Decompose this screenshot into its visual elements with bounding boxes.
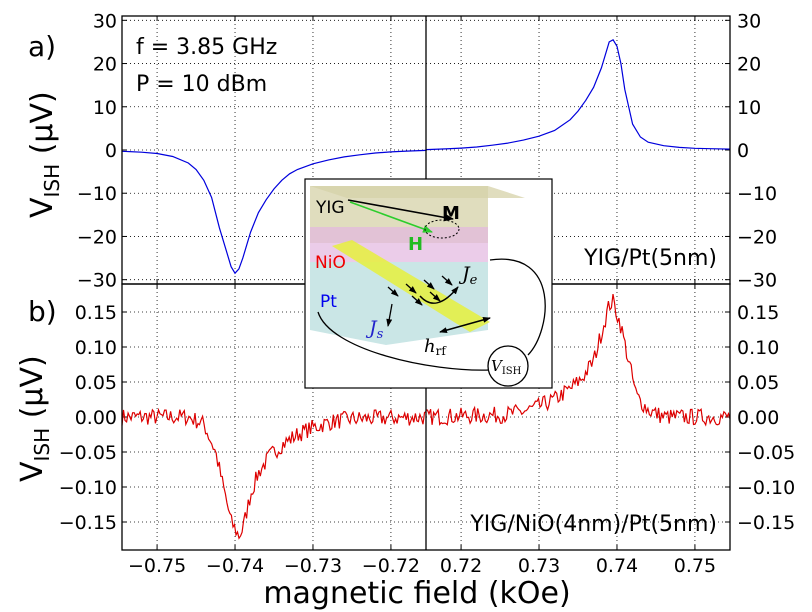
series-line-right bbox=[425, 293, 731, 427]
y-tick-label-left: 20 bbox=[93, 54, 117, 76]
ylabel-a-main: V bbox=[25, 197, 60, 218]
m-arrow bbox=[347, 199, 454, 222]
x-tick-label: −0.75 bbox=[128, 555, 186, 577]
sample-label-a: YIG/Pt(5nm) bbox=[583, 246, 717, 271]
y-tick-label-left: 0.15 bbox=[75, 302, 117, 324]
spin-arrow bbox=[429, 291, 441, 302]
je-sub: e bbox=[470, 273, 478, 288]
y-tick-label-right: −0.05 bbox=[737, 442, 795, 464]
ylabel-a-sub: ISH bbox=[40, 164, 64, 198]
nio-label: NiO bbox=[315, 253, 346, 273]
x-tick-label: 0.74 bbox=[596, 555, 638, 577]
y-tick-label-right: −30 bbox=[737, 270, 777, 292]
y-tick-label-left: −0.05 bbox=[59, 442, 117, 464]
y-tick-label-left: 0.05 bbox=[75, 372, 117, 394]
y-tick-label-right: 10 bbox=[737, 97, 761, 119]
y-tick-label-left: 0.10 bbox=[75, 337, 117, 359]
x-tick-label: −0.74 bbox=[206, 555, 264, 577]
y-tick-label-right: 20 bbox=[737, 54, 761, 76]
vish-main: V bbox=[491, 357, 504, 375]
y-tick-label-right: 0.05 bbox=[737, 372, 779, 394]
y-tick-label-right: 0.00 bbox=[737, 407, 779, 429]
y-tick-label-right: −0.15 bbox=[737, 512, 795, 534]
hrf-label: hrf bbox=[424, 336, 447, 358]
y-tick-label-left: 10 bbox=[93, 97, 117, 119]
ylabel-b-sub: ISH bbox=[30, 428, 54, 462]
x-tick-label: 0.75 bbox=[674, 555, 716, 577]
ylabel-b-main: V bbox=[15, 461, 50, 482]
panel-a-label: a) bbox=[28, 30, 56, 63]
js-sub: s bbox=[377, 327, 384, 342]
y-tick-label-right: 0 bbox=[737, 140, 749, 162]
ylabel-a: VISH (μV) bbox=[25, 91, 64, 218]
je-arrow bbox=[419, 286, 459, 304]
y-tick-label-left: −10 bbox=[77, 183, 117, 205]
hrf-sub: rf bbox=[436, 344, 448, 358]
ylabel-b: VISH (μV) bbox=[15, 355, 54, 482]
panel-a: −30 −30 −20 −20 −10 −10 0 0 10 10 20 20 30 30 bbox=[77, 10, 777, 291]
spin-arrow bbox=[387, 286, 399, 297]
y-tick-label-right: 0.15 bbox=[737, 302, 779, 324]
pt-label: Pt bbox=[320, 292, 337, 312]
y-tick-label-right: −20 bbox=[737, 226, 777, 248]
spin-arrow bbox=[411, 295, 423, 306]
precession-orbit bbox=[424, 219, 460, 239]
js-arrow bbox=[386, 303, 393, 327]
y-tick-label-left: 0 bbox=[105, 140, 117, 162]
annotation-frequency: f = 3.85 GHz bbox=[136, 35, 277, 60]
xlabel: magnetic field (kOe) bbox=[263, 576, 570, 611]
x-tick-label: −0.73 bbox=[284, 555, 342, 577]
js-label: Js bbox=[365, 317, 384, 342]
spin-current-arrows bbox=[387, 275, 453, 306]
voltmeter bbox=[487, 345, 529, 387]
series-line-right bbox=[425, 39, 731, 151]
pt-strip bbox=[332, 240, 490, 332]
ylabel-b-unit: (μV) bbox=[15, 355, 50, 428]
y-tick-label-right: 30 bbox=[737, 10, 761, 32]
y-tick-label-right: −0.10 bbox=[737, 477, 795, 499]
y-tick-label-left: 30 bbox=[93, 10, 117, 32]
vish-label: VISH bbox=[491, 357, 522, 377]
y-tick-label-left: −0.15 bbox=[59, 512, 117, 534]
m-label: M bbox=[442, 203, 460, 224]
y-tick-label-left: 0.00 bbox=[75, 407, 117, 429]
y-tick-label-left: −30 bbox=[77, 270, 117, 292]
spin-arrow bbox=[405, 283, 417, 294]
js-main: J bbox=[365, 317, 378, 339]
y-tick-label-left: −20 bbox=[77, 226, 117, 248]
h-arrow bbox=[349, 201, 433, 233]
y-tick-label-right: 0.10 bbox=[737, 337, 779, 359]
annotation-power: P = 10 dBm bbox=[136, 72, 267, 97]
je-main: J bbox=[458, 263, 471, 285]
x-tick-label: 0.72 bbox=[440, 555, 482, 577]
x-tick-label: −0.72 bbox=[362, 555, 420, 577]
spin-arrow bbox=[441, 275, 453, 286]
y-tick-label-left: −0.10 bbox=[59, 477, 117, 499]
sample-label-b: YIG/NiO(4nm)/Pt(5nm) bbox=[469, 512, 717, 537]
panel-b: −0.15 −0.15 −0.10 −0.10 −0.05 −0.05 0.00 0.00 0.… bbox=[59, 283, 795, 577]
yig-label: YIG bbox=[315, 198, 345, 218]
circuit-wire-right bbox=[489, 258, 546, 356]
x-tick-label: 0.73 bbox=[518, 555, 560, 577]
hrf-arrow bbox=[439, 316, 491, 334]
series-line-left bbox=[121, 407, 427, 540]
series-line-left bbox=[121, 149, 427, 275]
circuit-wire-left bbox=[317, 311, 491, 371]
spin-arrow bbox=[423, 279, 435, 290]
ylabel-a-unit: (μV) bbox=[25, 91, 60, 164]
hrf-main: h bbox=[424, 336, 436, 357]
je-label: Je bbox=[458, 263, 478, 288]
inset-schematic: YIG M H NiO Pt Js Je hrf VISH bbox=[304, 178, 553, 389]
y-tick-label-right: −10 bbox=[737, 183, 777, 205]
h-label: H bbox=[408, 234, 423, 255]
vish-sub: ISH bbox=[502, 366, 522, 377]
panel-b-label: b) bbox=[28, 295, 57, 328]
